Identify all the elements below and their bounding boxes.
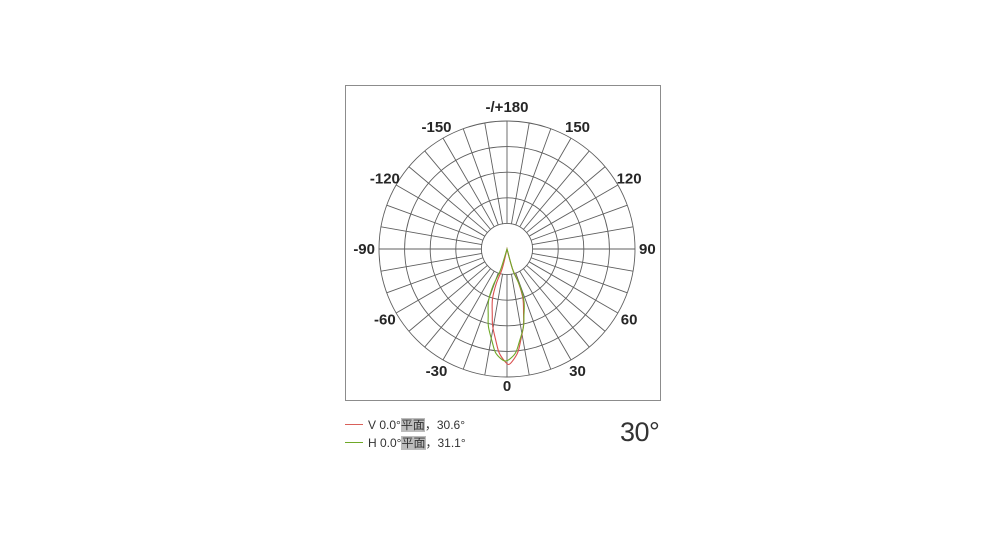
svg-text:-120: -120	[370, 171, 400, 188]
svg-text:-/+180: -/+180	[486, 99, 529, 116]
svg-text:0: 0	[503, 378, 511, 395]
svg-text:-60: -60	[374, 312, 396, 329]
svg-text:-90: -90	[353, 241, 375, 258]
svg-text:-150: -150	[421, 119, 451, 136]
svg-text:30: 30	[569, 363, 586, 380]
svg-text:-30: -30	[426, 363, 448, 380]
svg-text:60: 60	[621, 312, 638, 329]
svg-text:90: 90	[639, 241, 656, 258]
svg-text:150: 150	[565, 119, 590, 136]
svg-text:120: 120	[617, 171, 642, 188]
